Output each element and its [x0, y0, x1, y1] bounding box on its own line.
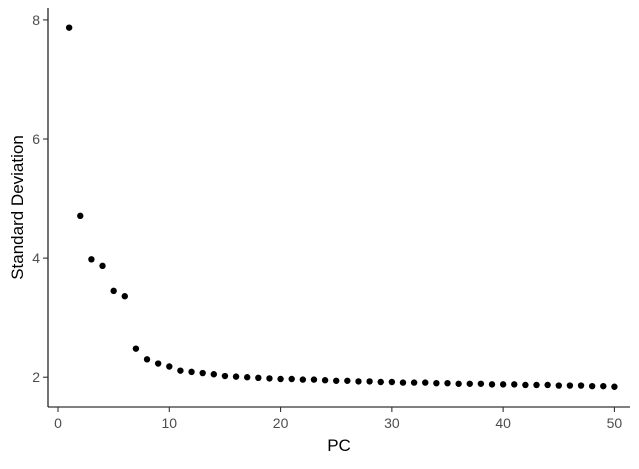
x-tick-label: 40: [495, 415, 511, 431]
data-point: [88, 256, 95, 263]
data-point: [533, 381, 540, 389]
data-point: [143, 356, 151, 363]
data-point: [566, 382, 574, 389]
data-point: [377, 378, 384, 386]
data-point: [132, 345, 140, 352]
x-axis-title: PC: [327, 436, 351, 455]
data-point: [555, 382, 562, 389]
data-point: [422, 379, 429, 386]
data-point: [355, 378, 362, 385]
data-point: [121, 293, 128, 300]
data-point: [410, 379, 418, 386]
data-point: [344, 377, 351, 384]
data-point: [444, 379, 451, 387]
data-point: [321, 377, 329, 384]
data-point: [433, 379, 440, 387]
x-tick-label: 0: [54, 415, 62, 431]
data-point: [210, 371, 218, 378]
data-point: [511, 381, 518, 388]
axes: [47, 8, 630, 408]
data-point: [466, 380, 473, 387]
data-point: [477, 380, 485, 387]
data-point: [388, 378, 396, 386]
data-point: [110, 287, 117, 295]
data-point: [154, 360, 162, 367]
data-point: [600, 382, 607, 390]
data-point: [177, 367, 184, 374]
data-point: [366, 378, 373, 385]
x-tick-label: 50: [607, 415, 623, 431]
y-tick-label: 6: [32, 131, 40, 147]
x-tick-label: 30: [384, 415, 400, 431]
y-tick-label: 4: [32, 250, 40, 266]
data-point: [255, 374, 262, 382]
data-points: [65, 24, 618, 390]
data-point: [544, 381, 551, 389]
x-tick-label: 20: [273, 415, 289, 431]
data-point: [77, 212, 84, 220]
data-point: [266, 375, 273, 382]
data-point: [199, 369, 206, 377]
data-point: [243, 374, 251, 381]
x-tick-label: 10: [162, 415, 178, 431]
data-point: [611, 383, 618, 390]
data-point: [577, 382, 585, 389]
data-point: [588, 382, 596, 390]
data-point: [221, 372, 229, 380]
data-point: [522, 381, 529, 389]
y-tick-label: 8: [32, 12, 40, 28]
ticks: 0 10 20 30 40 50 2 4 6 8: [32, 12, 622, 431]
data-point: [333, 377, 340, 384]
data-point: [399, 379, 407, 386]
data-point: [488, 381, 496, 388]
data-point: [232, 373, 240, 380]
data-point: [65, 24, 73, 31]
data-point: [499, 381, 507, 388]
data-point: [188, 368, 195, 376]
data-point: [277, 375, 284, 383]
y-tick-label: 2: [32, 369, 40, 385]
data-point: [455, 380, 462, 387]
data-point: [166, 363, 173, 370]
data-point: [299, 376, 307, 383]
data-point: [310, 376, 318, 383]
data-point: [99, 262, 106, 270]
y-axis-title: Standard Deviation: [8, 135, 27, 280]
data-point: [288, 375, 295, 383]
